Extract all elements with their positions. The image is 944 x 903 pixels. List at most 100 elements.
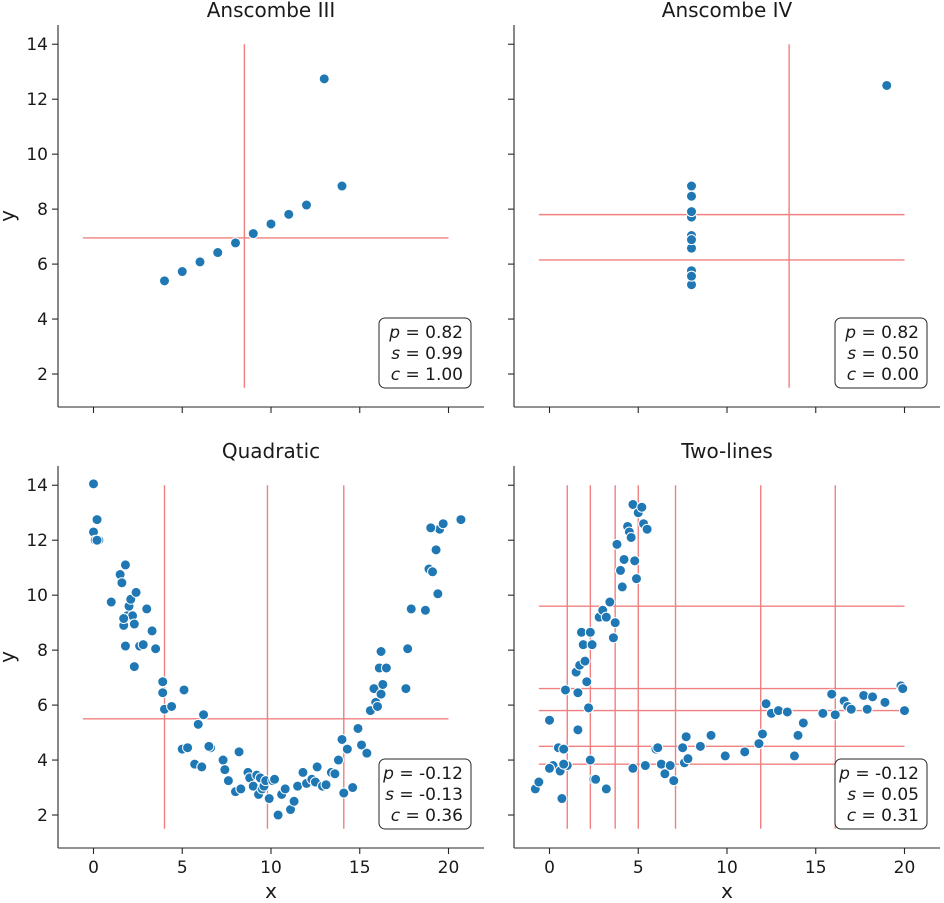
stats-box: p = 0.82s = 0.50c = 0.00 [834, 317, 928, 389]
data-point [781, 706, 793, 718]
data-point [772, 705, 784, 717]
data-point [150, 643, 162, 655]
data-point [590, 773, 602, 785]
data-point [128, 661, 140, 673]
stat-s: s = -0.13 [385, 785, 463, 805]
y-tick-label: 10 [26, 145, 48, 165]
data-point [141, 603, 153, 615]
data-point [664, 760, 676, 772]
data-point [686, 234, 697, 246]
data-point [572, 687, 584, 699]
data-point [899, 705, 910, 717]
data-point [616, 581, 628, 593]
data-point [157, 687, 169, 699]
stat-p: p = -0.12 [382, 764, 463, 784]
data-point [686, 270, 697, 282]
data-point [198, 709, 210, 721]
panel-title: Anscombe III [207, 0, 336, 22]
data-point [682, 753, 694, 765]
data-point [668, 775, 680, 787]
data-point [265, 218, 277, 230]
y-tick-label: 6 [37, 696, 48, 716]
data-point [583, 702, 595, 714]
data-point [235, 783, 247, 795]
data-point [146, 625, 158, 637]
data-point [686, 190, 697, 202]
data-point [247, 228, 259, 240]
x-axis-label: x [721, 879, 733, 903]
data-point [705, 729, 717, 741]
stat-p: p = 0.82 [388, 323, 463, 343]
y-axis-label: y [0, 651, 19, 663]
data-point [641, 523, 653, 535]
stat-s: s = 0.05 [847, 785, 919, 805]
data-point [329, 768, 341, 780]
data-point [380, 662, 392, 674]
data-point [288, 795, 300, 807]
y-tick-label: 8 [37, 641, 48, 661]
data-point [272, 809, 284, 821]
stats-box-frame [378, 758, 472, 830]
data-point [212, 247, 224, 259]
stats-box-frame [834, 317, 928, 389]
data-point [269, 773, 281, 785]
data-point [219, 764, 231, 776]
data-point [615, 564, 626, 576]
panel-title: Two-lines [680, 439, 773, 463]
data-point [659, 768, 671, 780]
data-point [341, 743, 353, 755]
data-point [233, 746, 245, 758]
data-point [157, 676, 169, 688]
data-point [636, 501, 648, 513]
data-point [792, 729, 804, 741]
data-point [301, 199, 312, 211]
data-point [584, 754, 596, 766]
data-point [203, 740, 215, 752]
data-point [194, 256, 206, 268]
x-tick-label: 5 [177, 858, 188, 878]
x-tick-label: 5 [633, 858, 644, 878]
data-point [559, 684, 571, 696]
y-tick-label: 12 [26, 90, 48, 110]
data-point [176, 266, 188, 278]
y-tick-label: 12 [26, 531, 48, 551]
data-point [137, 639, 149, 651]
stat-c: c = 0.36 [391, 806, 463, 826]
data-point [361, 747, 373, 759]
data-point [879, 696, 891, 708]
y-tick-label: 14 [26, 476, 48, 496]
data-point [375, 688, 387, 700]
y-axis-label: y [0, 210, 19, 222]
stats-box-frame [834, 758, 928, 830]
data-point [427, 566, 439, 578]
data-point [347, 782, 359, 794]
data-point [437, 518, 449, 530]
y-tick-label: 6 [37, 255, 48, 275]
data-point [425, 522, 437, 534]
x-tick-label: 15 [349, 858, 371, 878]
panel-1: Anscombe IV p = 0.82s = 0.50c = 0.00 [508, 0, 940, 413]
data-point [544, 762, 555, 774]
data-point [91, 534, 103, 546]
data-point [455, 514, 467, 526]
data-point [336, 733, 348, 745]
data-point [579, 655, 591, 667]
data-point [352, 722, 364, 734]
data-point [166, 700, 178, 712]
data-point [375, 646, 387, 658]
data-point [867, 691, 879, 703]
data-point [217, 754, 229, 766]
data-point [320, 779, 332, 791]
data-point [625, 531, 637, 543]
y-tick-label: 4 [37, 751, 48, 771]
data-point [858, 689, 870, 701]
data-point [556, 793, 568, 805]
x-tick-label: 10 [716, 858, 738, 878]
data-point [604, 596, 616, 608]
data-point [196, 761, 208, 773]
data-point [130, 586, 142, 598]
stat-s: s = 0.50 [847, 344, 919, 364]
data-point [686, 180, 697, 192]
stat-c: c = 1.00 [391, 365, 463, 385]
